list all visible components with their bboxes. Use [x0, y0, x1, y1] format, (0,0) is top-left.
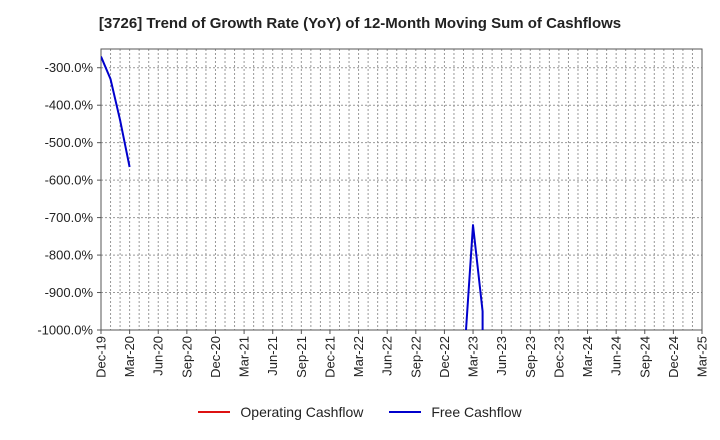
x-tick-label: Mar-22 [351, 336, 366, 377]
series-line-free-cashflow [101, 56, 131, 168]
x-tick-label: Sep-23 [523, 336, 538, 378]
x-tick-label: Dec-23 [551, 336, 566, 378]
y-tick-label: -800.0% [45, 248, 94, 263]
y-tick-label: -400.0% [45, 98, 94, 113]
y-tick-label: -600.0% [45, 173, 94, 188]
x-tick-label: Dec-19 [94, 336, 109, 378]
x-tick-label: Jun-24 [609, 336, 624, 376]
x-axis: Dec-19 Mar-20 Jun-20 Sep-20 Dec-20 Mar-21 Jun-… [94, 330, 710, 378]
plot-frame [100, 48, 703, 331]
x-tick-label: Mar-25 [695, 336, 710, 377]
x-tick-label: Dec-20 [208, 336, 223, 378]
legend-label-operating-cashflow: Operating Cashflow [240, 404, 364, 420]
x-tick-label: Dec-24 [666, 336, 681, 378]
x-tick-label: Jun-21 [265, 336, 280, 376]
legend: Operating Cashflow Free Cashflow [0, 404, 720, 420]
x-tick-label: Jun-20 [151, 336, 166, 376]
x-tick-label: Jun-22 [380, 336, 395, 376]
series-layer [101, 56, 484, 330]
x-tick-label: Dec-22 [437, 336, 452, 378]
y-tick-label: -300.0% [45, 60, 94, 75]
x-tick-label: Sep-22 [408, 336, 423, 378]
legend-label-free-cashflow: Free Cashflow [431, 404, 522, 420]
x-tick-label: Mar-24 [580, 336, 595, 377]
y-tick-label: -1000.0% [37, 323, 93, 338]
legend-swatch-free-cashflow [389, 411, 422, 413]
x-tick-label: Mar-20 [122, 336, 137, 377]
grid-layer [101, 49, 702, 331]
legend-swatch-operating-cashflow [198, 411, 231, 413]
chart-title: [3726] Trend of Growth Rate (YoY) of 12-… [98, 15, 622, 32]
x-tick-label: Mar-23 [466, 336, 481, 377]
series-line-free-cashflow [464, 224, 484, 330]
x-tick-label: Sep-21 [294, 336, 309, 378]
legend-item-free-cashflow: Free Cashflow [389, 404, 522, 420]
x-tick-label: Sep-24 [637, 336, 652, 378]
x-tick-label: Mar-21 [237, 336, 252, 377]
legend-item-operating-cashflow: Operating Cashflow [198, 404, 363, 420]
y-tick-label: -900.0% [45, 285, 94, 300]
x-tick-label: Jun-23 [494, 336, 509, 376]
y-axis: -300.0% -400.0% -500.0% -600.0% -700.0% -800.… [37, 60, 101, 338]
x-tick-label: Dec-21 [322, 336, 337, 378]
y-tick-label: -500.0% [45, 135, 94, 150]
y-tick-label: -700.0% [45, 210, 94, 225]
x-tick-label: Sep-20 [179, 336, 194, 378]
